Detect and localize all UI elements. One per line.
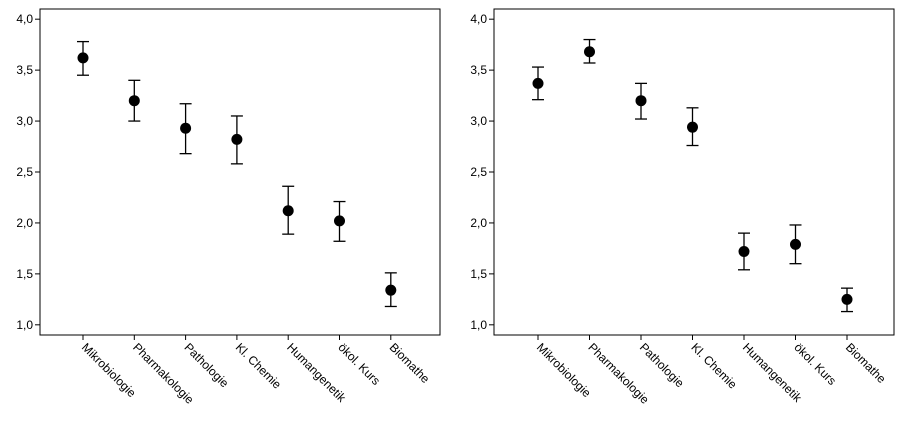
- y-tick-label: 4,0: [470, 12, 487, 26]
- mean-point: [231, 133, 243, 145]
- x-tick-label: Kl. Chemie: [688, 340, 740, 392]
- mean-point: [334, 215, 345, 227]
- y-tick-label: 3,0: [16, 114, 33, 128]
- y-tick-label: 2,5: [470, 165, 487, 179]
- mean-point: [180, 122, 192, 134]
- mean-point: [77, 52, 89, 64]
- mean-point: [790, 238, 801, 250]
- y-tick-label: 1,0: [16, 318, 33, 332]
- mean-point: [738, 245, 750, 257]
- y-tick-label: 3,5: [16, 63, 33, 77]
- mean-point: [385, 284, 397, 296]
- chart-panel-2: 1,01,52,02,53,03,54,0MikrobiologiePharma…: [470, 8, 895, 407]
- mean-point: [584, 46, 595, 58]
- y-tick-label: 1,0: [470, 318, 487, 332]
- y-tick-label: 2,5: [16, 165, 33, 179]
- mean-point: [687, 121, 698, 133]
- x-tick-label: Biomathe: [843, 340, 889, 386]
- mean-point: [532, 77, 544, 89]
- x-tick-label: ökol. Kurs: [791, 340, 839, 388]
- chart-panel-1: 1,01,52,02,53,03,54,0MikrobiologiePharma…: [16, 8, 441, 407]
- y-tick-label: 2,0: [470, 216, 487, 230]
- mean-point: [841, 293, 853, 305]
- plot-frame: [39, 8, 441, 336]
- y-tick-label: 4,0: [16, 12, 33, 26]
- y-tick-label: 2,0: [16, 216, 33, 230]
- y-tick-label: 3,0: [470, 114, 487, 128]
- x-tick-label: ökol. Kurs: [335, 340, 383, 388]
- x-tick-label: Biomathe: [387, 340, 433, 386]
- plot-frame: [493, 8, 895, 336]
- x-tick-label: Pathologie: [181, 340, 231, 390]
- x-tick-label: Kl. Chemie: [233, 340, 285, 392]
- y-tick-label: 3,5: [470, 63, 487, 77]
- mean-point: [282, 205, 294, 217]
- mean-point: [635, 95, 647, 107]
- y-tick-label: 1,5: [470, 267, 487, 281]
- x-tick-label: Pathologie: [637, 340, 687, 390]
- y-tick-label: 1,5: [16, 267, 33, 281]
- mean-point: [128, 95, 140, 107]
